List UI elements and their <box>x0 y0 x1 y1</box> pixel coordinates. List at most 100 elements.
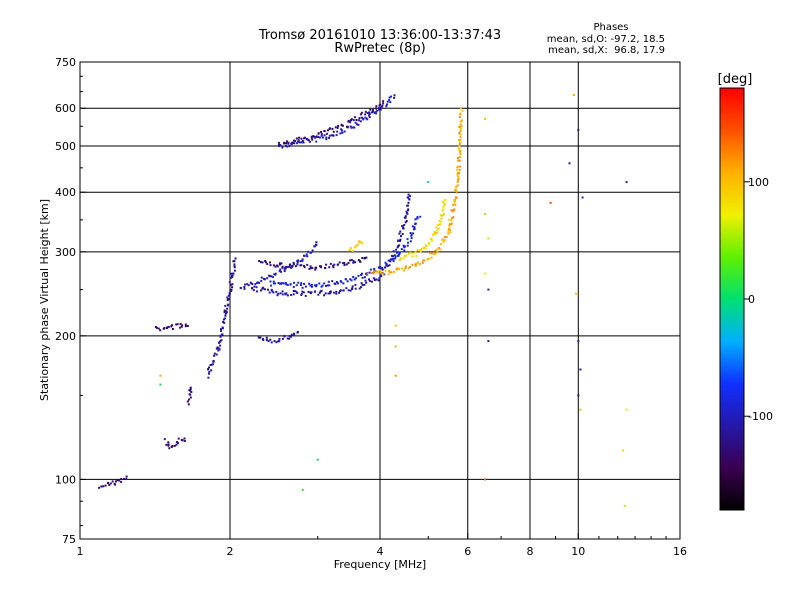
data-point <box>108 483 111 486</box>
data-point <box>450 219 453 222</box>
data-point <box>389 101 392 104</box>
data-point <box>403 255 406 257</box>
data-point <box>378 106 381 109</box>
data-point <box>181 324 184 327</box>
data-point <box>339 132 342 135</box>
data-point <box>456 171 459 174</box>
data-point <box>338 291 341 294</box>
data-point <box>320 133 323 136</box>
data-point <box>375 278 378 281</box>
data-point <box>120 480 123 483</box>
data-point <box>176 441 178 443</box>
data-point <box>219 334 222 337</box>
data-point <box>448 225 451 228</box>
data-point <box>208 372 210 375</box>
data-point <box>410 237 413 240</box>
data-point <box>391 258 394 261</box>
data-point <box>382 100 385 103</box>
data-point <box>388 264 391 267</box>
data-point <box>414 223 417 225</box>
data-point <box>213 354 216 357</box>
data-point <box>391 254 393 257</box>
y-tick-label: 100 <box>55 473 76 486</box>
data-point <box>304 285 307 288</box>
data-point <box>457 175 460 178</box>
data-point <box>411 263 414 266</box>
data-point <box>335 292 338 295</box>
data-point <box>216 346 219 349</box>
data-point <box>373 270 376 273</box>
data-point <box>416 249 419 252</box>
data-point <box>286 140 288 143</box>
data-point <box>244 283 247 286</box>
data-point <box>349 278 352 281</box>
x-tick-label: 2 <box>227 545 234 558</box>
data-point <box>379 108 382 111</box>
data-point <box>328 134 331 137</box>
data-point <box>301 259 304 262</box>
data-point <box>189 393 192 396</box>
data-point <box>170 325 173 328</box>
data-point <box>459 107 462 110</box>
data-point <box>315 241 318 244</box>
data-point <box>409 240 412 243</box>
data-point <box>265 339 268 341</box>
data-point <box>384 261 387 264</box>
data-point <box>212 360 215 362</box>
data-point <box>359 113 362 116</box>
data-point <box>288 337 291 340</box>
data-point <box>372 277 375 280</box>
data-point <box>291 264 294 267</box>
data-point <box>234 257 237 260</box>
data-point <box>436 248 439 251</box>
data-point <box>308 282 311 285</box>
data-point <box>226 296 229 299</box>
data-point <box>459 151 462 154</box>
data-point <box>375 105 378 108</box>
data-point <box>239 287 242 290</box>
data-point <box>336 130 339 133</box>
data-point <box>407 241 409 244</box>
data-point <box>441 201 444 204</box>
data-point <box>354 246 357 249</box>
data-point <box>215 347 218 350</box>
data-point <box>329 262 332 265</box>
data-point <box>384 266 386 269</box>
data-point <box>568 162 571 165</box>
data-point <box>296 291 299 294</box>
data-point <box>364 110 367 113</box>
grid-lines <box>80 62 680 539</box>
data-point <box>398 259 401 261</box>
data-point <box>272 280 275 283</box>
data-point <box>459 130 462 133</box>
data-point <box>376 109 379 112</box>
data-point <box>386 265 389 267</box>
data-point <box>379 274 382 277</box>
data-point <box>359 240 362 243</box>
data-point <box>405 254 408 256</box>
data-point <box>441 238 444 241</box>
data-point <box>399 230 402 233</box>
data-point <box>381 267 384 269</box>
data-point <box>440 220 442 223</box>
data-point <box>315 266 318 269</box>
data-point <box>399 257 402 260</box>
data-point <box>382 272 385 275</box>
data-point <box>459 113 462 116</box>
data-point <box>281 265 284 268</box>
data-point <box>360 116 363 119</box>
data-point <box>459 123 462 126</box>
colorbar-tick-label: 0 <box>748 293 755 306</box>
data-point <box>346 125 348 128</box>
data-point <box>404 255 407 258</box>
data-point <box>458 144 461 147</box>
data-point <box>285 283 288 286</box>
data-point <box>422 259 424 262</box>
data-point <box>345 287 348 290</box>
data-point <box>302 291 305 294</box>
data-point <box>254 283 257 286</box>
data-point <box>455 185 458 188</box>
data-point <box>287 141 290 144</box>
data-point <box>625 181 628 184</box>
data-point <box>246 283 249 286</box>
